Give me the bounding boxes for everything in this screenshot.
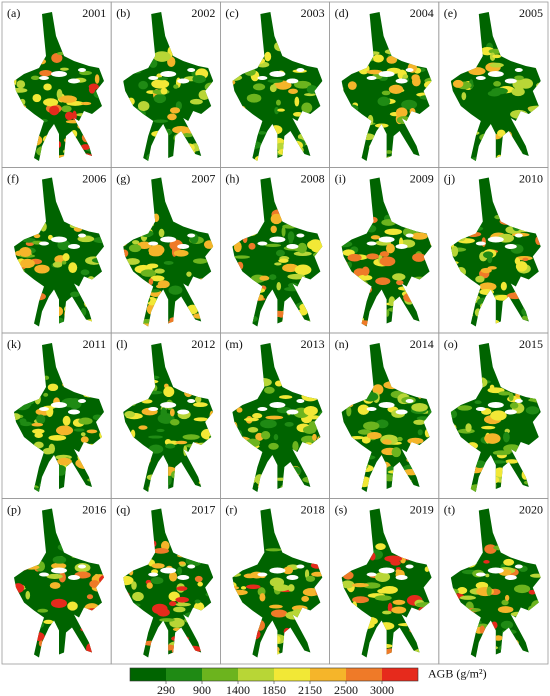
map-panel: (j) 2010	[438, 167, 549, 334]
map	[341, 508, 432, 658]
panel-frame	[438, 498, 549, 665]
map	[450, 343, 541, 492]
map-panel: (p) 2016	[1, 498, 112, 665]
panel-label: (q)	[116, 502, 130, 516]
panel-label: (j)	[444, 171, 455, 185]
panel-year: 2011	[83, 337, 107, 351]
panel-year: 2001	[82, 6, 106, 20]
panel-label: (k)	[7, 337, 21, 351]
panel-label: (g)	[116, 171, 130, 185]
panel-label: (a)	[7, 6, 20, 20]
colorbar-segment	[310, 668, 346, 681]
map	[123, 177, 214, 327]
panel-year: 2009	[410, 171, 434, 185]
panel-label: (m)	[225, 337, 242, 351]
panel-year: 2014	[410, 337, 434, 351]
panel-year: 2005	[519, 6, 543, 20]
colorbar-segment	[274, 668, 310, 681]
panel-year: 2007	[191, 171, 215, 185]
panel-year: 2016	[82, 502, 106, 516]
panel-label: (o)	[444, 337, 458, 351]
map	[123, 508, 214, 658]
panel-label: (d)	[335, 6, 349, 20]
map-panel: (a) 2001	[1, 1, 112, 168]
colorbar-tick-label: 1850	[262, 683, 286, 696]
panel-label: (b)	[116, 6, 130, 20]
map	[341, 343, 432, 492]
panel-year: 2017	[191, 502, 215, 516]
map-panel: (q) 2017	[110, 498, 221, 665]
map-panel: (t) 2020	[438, 498, 549, 665]
map-panel: (l) 2012	[110, 332, 221, 499]
panel-label: (p)	[7, 502, 21, 516]
map-panel: (g) 2007	[110, 167, 221, 334]
map-panel: (r) 2018	[219, 498, 330, 665]
colorbar: 290 900 1400 1850 2150 2500 3000 AGB (g/m²)	[129, 666, 487, 696]
colorbar-tick-label: 900	[193, 683, 211, 696]
map-panel: (o) 2015	[438, 332, 549, 499]
panel-year: 2019	[410, 502, 434, 516]
map	[450, 177, 541, 327]
panel-label: (s)	[335, 502, 348, 516]
map-panel: (f) 2006	[1, 167, 112, 334]
colorbar-segment	[238, 668, 274, 681]
map	[341, 177, 432, 327]
panel-year: 2020	[519, 502, 543, 516]
panel-year: 2004	[410, 6, 434, 20]
colorbar-segment	[166, 668, 202, 681]
map	[232, 12, 323, 161]
map-panel: (h) 2008	[219, 167, 330, 334]
map-panel: (k) 2011	[1, 332, 112, 499]
map-panel: (s) 2019	[329, 498, 440, 665]
panel-year: 2018	[301, 502, 325, 516]
panel-year: 2008	[301, 171, 325, 185]
map	[123, 343, 214, 492]
panel-label: (e)	[444, 6, 457, 20]
map-panel: (b) 2002	[110, 1, 221, 168]
colorbar-title: AGB (g/m²)	[428, 666, 487, 680]
panel-label: (n)	[335, 337, 349, 351]
map	[14, 12, 104, 161]
panel-label: (h)	[225, 171, 239, 185]
panel-year: 2006	[82, 171, 106, 185]
colorbar-tick-label: 1400	[226, 683, 250, 696]
panel-year: 2003	[301, 6, 325, 20]
colorbar-segment	[382, 668, 418, 681]
map-panel: (e) 2005	[438, 1, 549, 168]
colorbar-tick-label: 2500	[334, 683, 358, 696]
map	[341, 12, 432, 161]
map	[232, 343, 323, 492]
colorbar-segment	[202, 668, 238, 681]
map	[450, 508, 541, 658]
colorbar-tick-label: 2150	[298, 683, 322, 696]
panel-label: (f)	[7, 171, 19, 185]
map	[14, 508, 104, 658]
map-panel: (m) 2013	[219, 332, 330, 499]
panel-label: (i)	[335, 171, 346, 185]
panel-label: (t)	[444, 502, 455, 516]
colorbar-segment	[130, 668, 166, 681]
map	[14, 343, 104, 492]
map	[450, 12, 541, 161]
map-panel: (c) 2003	[219, 1, 330, 168]
panel-label: (l)	[116, 337, 127, 351]
panel-label: (r)	[225, 502, 237, 516]
map-panel: (i) 2009	[329, 167, 440, 334]
map	[232, 508, 323, 658]
panel-year: 2002	[191, 6, 215, 20]
panel-label: (c)	[225, 6, 238, 20]
panel-year: 2012	[191, 337, 215, 351]
panel-year: 2015	[519, 337, 543, 351]
map	[123, 12, 214, 161]
panel-year: 2010	[519, 171, 543, 185]
map-panel: (n) 2014	[329, 332, 440, 499]
map-panel: (d) 2004	[329, 1, 440, 168]
colorbar-segment	[346, 668, 382, 681]
map	[14, 177, 104, 327]
panel-year: 2013	[301, 337, 325, 351]
map	[232, 177, 323, 327]
colorbar-tick-label: 290	[157, 683, 175, 696]
colorbar-tick-label: 3000	[370, 683, 394, 696]
